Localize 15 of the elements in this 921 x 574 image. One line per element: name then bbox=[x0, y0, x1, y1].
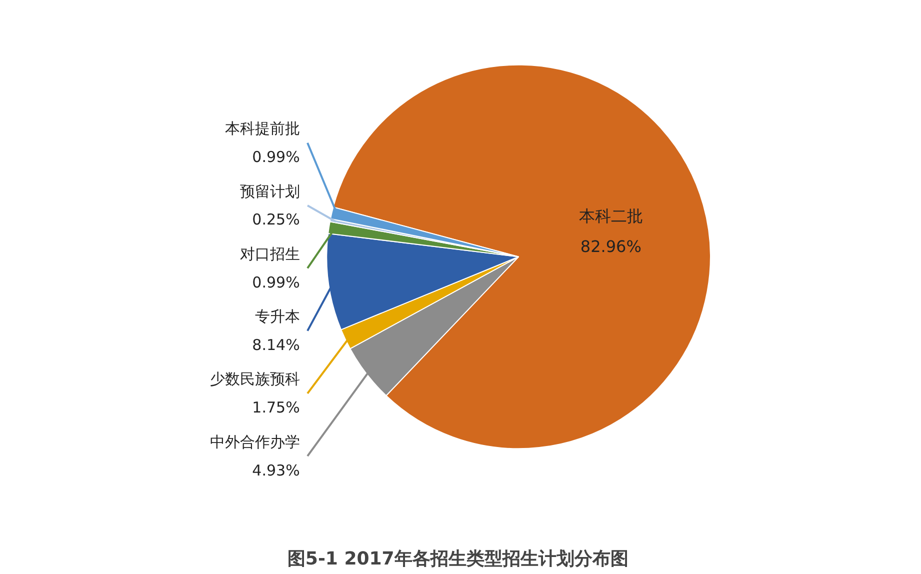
data-label: 0.99% bbox=[252, 148, 300, 166]
data-label: 82.96% bbox=[580, 236, 642, 256]
slice-label: 少数民族预科 bbox=[210, 370, 300, 388]
data-label: 8.14% bbox=[252, 336, 300, 354]
data-label: 4.93% bbox=[252, 461, 300, 480]
slice-label: 本科二批 bbox=[578, 206, 643, 226]
text: 图5-1 2017年各招生类型招生计划分布图 bbox=[287, 548, 628, 570]
slice-label: 预留计划 bbox=[240, 182, 300, 200]
slice-label: 对口招生 bbox=[240, 244, 300, 263]
slice-label: 本科提前批 bbox=[224, 120, 300, 138]
data-label: 1.75% bbox=[252, 398, 300, 417]
slice-label: 中外合作办学 bbox=[210, 432, 300, 451]
data-label: 0.25% bbox=[252, 210, 300, 229]
data-label: 0.99% bbox=[252, 273, 300, 292]
slice-label: 专升本 bbox=[254, 308, 300, 326]
